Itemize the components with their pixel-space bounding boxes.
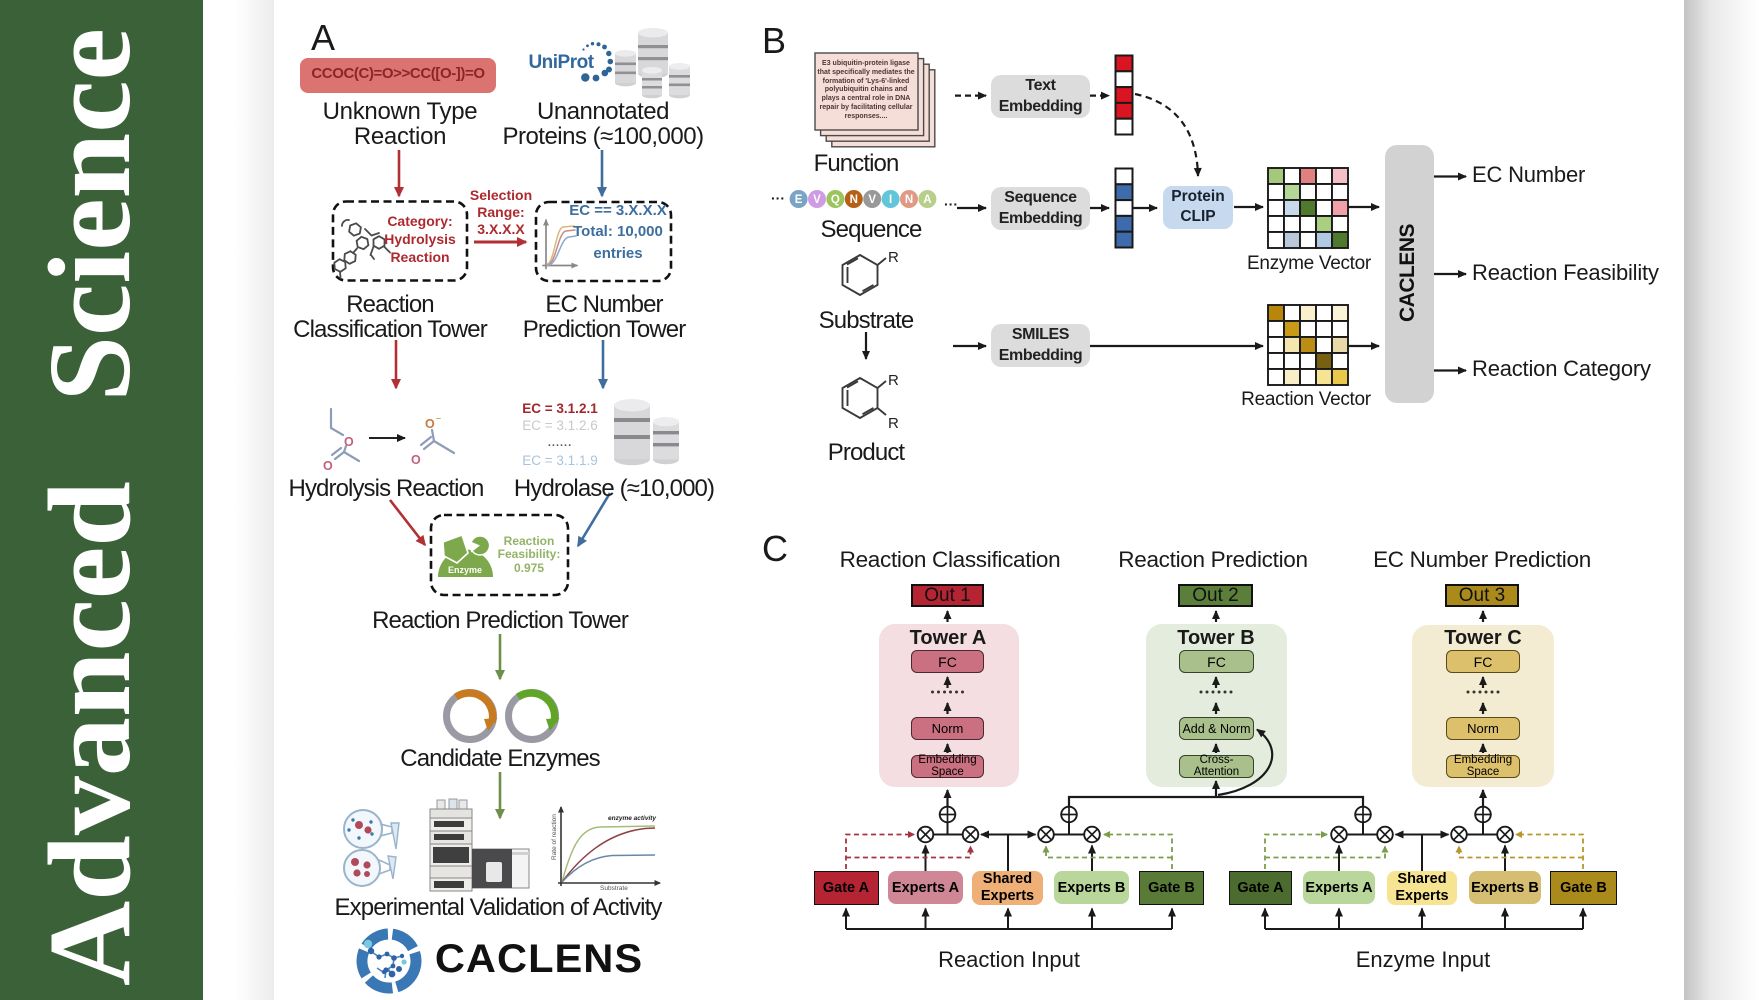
svg-text:N: N: [850, 194, 858, 206]
svg-text:N: N: [905, 194, 913, 206]
svg-text:R: R: [888, 372, 899, 389]
svg-text:Q: Q: [831, 194, 840, 206]
svg-text:A: A: [923, 194, 931, 206]
svg-text:–: –: [436, 413, 441, 423]
svg-text:Enzyme: Enzyme: [448, 565, 482, 575]
svg-text:O: O: [344, 435, 354, 449]
svg-text:O: O: [425, 417, 435, 431]
svg-text:R: R: [888, 415, 899, 432]
svg-text:O: O: [323, 459, 333, 473]
svg-text:I: I: [889, 194, 892, 206]
svg-text:R: R: [888, 249, 899, 266]
svg-text:E: E: [795, 194, 803, 206]
svg-text:O: O: [411, 453, 421, 467]
svg-text:···: ···: [771, 190, 785, 206]
svg-text:V: V: [813, 194, 821, 206]
svg-text:···: ···: [944, 196, 958, 212]
svg-text:V: V: [868, 194, 876, 206]
